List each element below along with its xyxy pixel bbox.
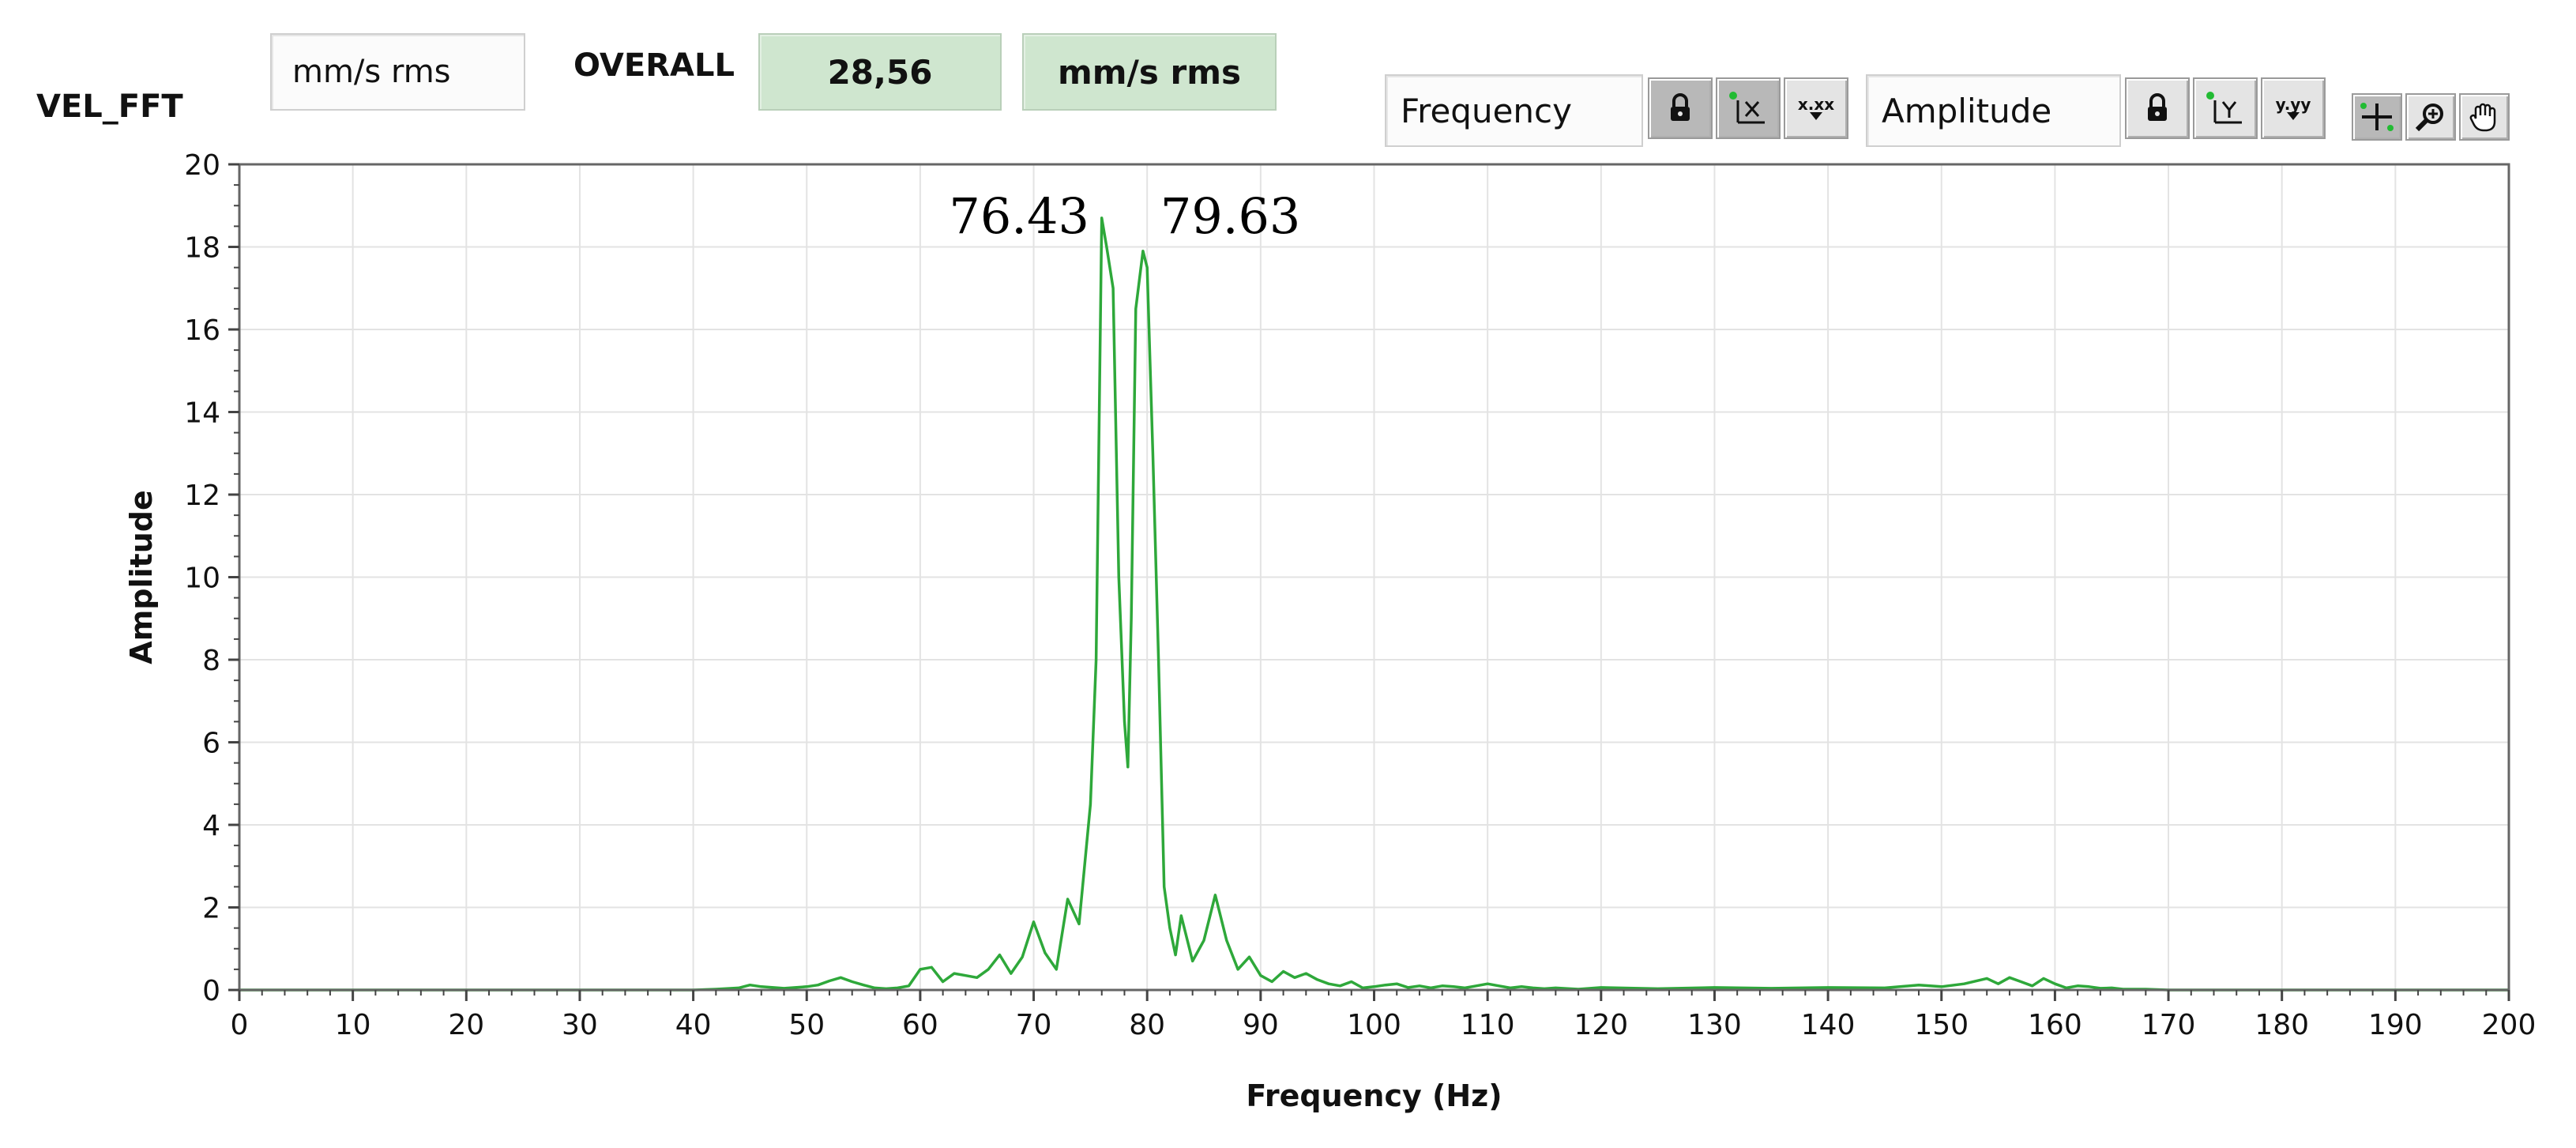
spectrum-trace	[239, 216, 2509, 992]
x-tick-label: 100	[1347, 1009, 1401, 1041]
y-axis-label: Amplitude	[124, 490, 159, 664]
unit-display-text: mm/s rms	[292, 54, 451, 90]
x-tick-label: 0	[231, 1009, 249, 1041]
x-tick-label: 110	[1461, 1009, 1515, 1041]
x-format-button[interactable]: x.xx	[1784, 77, 1848, 139]
x-tick-label: 130	[1687, 1009, 1742, 1041]
x-tick-label: 10	[335, 1009, 371, 1041]
lock-icon	[1671, 93, 1690, 121]
x-tick-label: 70	[1016, 1009, 1052, 1041]
y-tick-label: 20	[184, 149, 220, 182]
y-tick-label: 4	[202, 810, 220, 842]
autoscale-x-icon	[1729, 92, 1765, 124]
unit-display-field[interactable]: mm/s rms	[270, 33, 525, 111]
x-tick-label: 80	[1129, 1009, 1165, 1041]
x-tick-label: 160	[2028, 1009, 2082, 1041]
overall-value-text: 28,56	[827, 52, 933, 92]
x-tick-label: 180	[2254, 1009, 2309, 1041]
y-scale-lock-button[interactable]	[2125, 77, 2190, 139]
y-tick-label: 6	[202, 728, 220, 760]
autoscale-y-icon	[2206, 92, 2242, 124]
cursor-tool-button[interactable]	[2352, 93, 2402, 141]
y-tick-label: 16	[184, 314, 220, 347]
y-tick-label: 8	[202, 645, 220, 677]
x-autoscale-button[interactable]	[1716, 77, 1781, 139]
lock-icon	[2148, 93, 2167, 121]
x-tick-label: 90	[1243, 1009, 1279, 1041]
x-tick-label: 190	[2368, 1009, 2423, 1041]
x-tick-label: 60	[902, 1009, 938, 1041]
x-scale-lock-button[interactable]	[1648, 77, 1713, 139]
x-tick-label: 170	[2142, 1009, 2196, 1041]
crosshair-icon	[2360, 103, 2394, 131]
x-scale-name-field[interactable]: Frequency	[1385, 74, 1643, 147]
x-tick-label: 120	[1574, 1009, 1628, 1041]
overall-label: OVERALL	[573, 47, 735, 84]
overall-value-indicator: 28,56	[758, 33, 1002, 111]
overall-unit-indicator: mm/s rms	[1022, 33, 1277, 111]
x-scale-name-text: Frequency	[1401, 91, 1572, 130]
x-axis-label: Frequency (Hz)	[1246, 1078, 1502, 1113]
y-scale-name-text: Amplitude	[1882, 91, 2052, 130]
y-autoscale-button[interactable]	[2193, 77, 2258, 139]
pan-tool-button[interactable]	[2459, 93, 2510, 141]
x-tick-label: 30	[562, 1009, 598, 1041]
chevron-down-icon	[2287, 112, 2300, 120]
y-tick-label: 18	[184, 232, 220, 265]
zoom-icon	[2415, 104, 2443, 132]
x-format-glyph: x.xx	[1797, 95, 1835, 114]
graph-label: VEL_FFT	[36, 88, 183, 125]
peak-frequency-label: 76.43	[949, 187, 1089, 245]
x-tick-label: 150	[1914, 1009, 1969, 1041]
y-format-button[interactable]: y.yy	[2261, 77, 2326, 139]
x-tick-label: 200	[2482, 1009, 2537, 1041]
y-tick-label: 2	[202, 893, 220, 925]
y-tick-label: 10	[184, 563, 220, 595]
x-tick-label: 40	[675, 1009, 712, 1041]
y-tick-label: 0	[202, 975, 220, 1007]
overall-unit-text: mm/s rms	[1058, 52, 1241, 92]
hand-icon	[2469, 103, 2496, 132]
y-format-glyph: y.yy	[2275, 95, 2311, 114]
y-tick-label: 14	[184, 397, 220, 430]
zoom-tool-button[interactable]	[2405, 93, 2456, 141]
x-tick-label: 50	[788, 1009, 825, 1041]
y-scale-name-field[interactable]: Amplitude	[1866, 74, 2121, 147]
chevron-down-icon	[1810, 112, 1822, 120]
x-tick-label: 140	[1801, 1009, 1856, 1041]
y-tick-label: 12	[184, 480, 220, 512]
x-tick-label: 20	[448, 1009, 484, 1041]
peak-frequency-label: 79.63	[1160, 187, 1301, 245]
